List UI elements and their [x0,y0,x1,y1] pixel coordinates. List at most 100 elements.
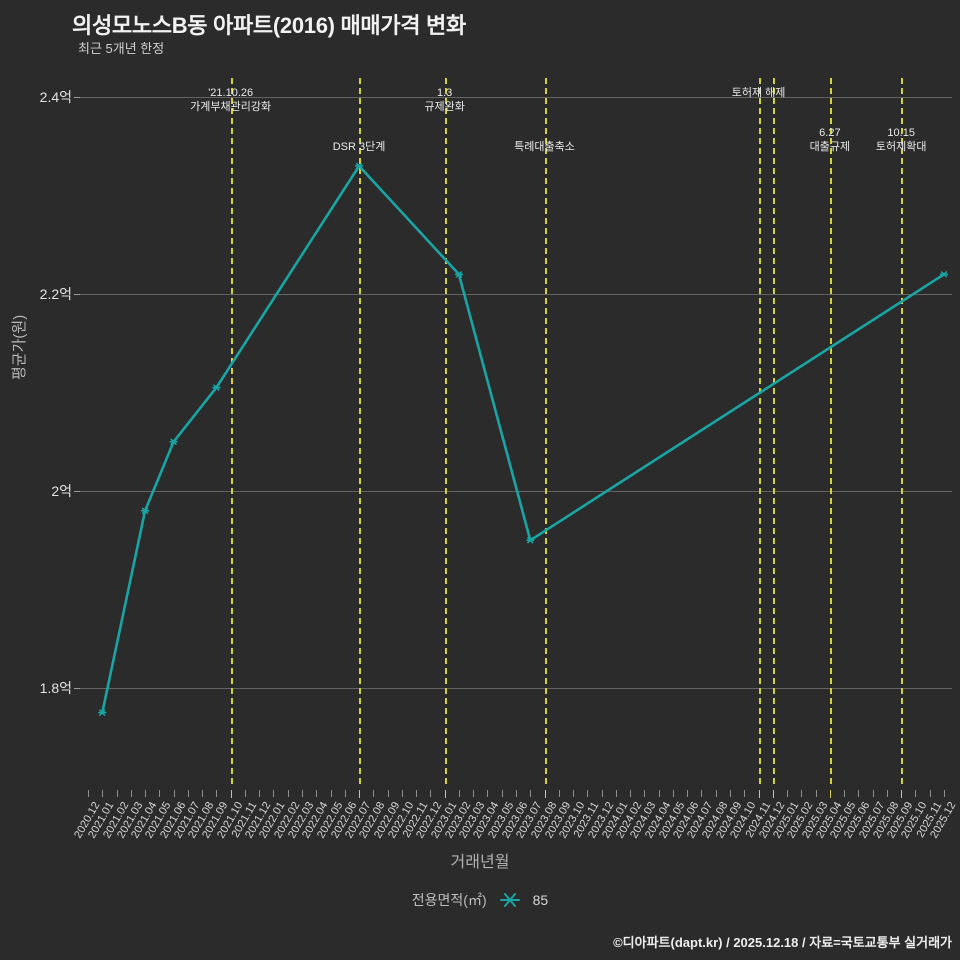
x-tick-mark [530,790,532,797]
event-name: 토허제확대 [875,141,927,153]
x-tick-mark [145,790,147,797]
event-annotation-label: 특례대출축소 [514,140,575,154]
x-tick-mark [758,790,760,798]
x-tick-mark [387,790,389,797]
x-tick-mark [487,790,489,797]
x-tick-mark [216,790,218,797]
star-marker-icon [454,271,464,278]
x-tick-mark [829,790,831,798]
legend-title: 전용면적(㎡) [411,892,487,908]
event-name: 특례대출축소 [514,141,575,153]
event-name: 가계부채관리강화 [190,101,272,113]
x-tick-mark [373,790,375,797]
x-tick-mark [558,790,560,797]
legend: 전용면적(㎡) 85 [0,890,960,910]
page-title: 의성모노스B동 아파트(2016) 매매가격 변화 [72,13,466,38]
x-tick-mark [173,790,175,797]
event-marker-line [230,78,233,784]
event-date: 1.3 [437,87,453,99]
event-annotation-label: 10.15 토허제확대 [876,126,927,154]
event-marker-line [829,78,832,784]
plot-area: 2.4억 2.2억 2억 1.8억 '21.10.26 가계부채관리강화 DSR 3단계 1.… [40,78,958,840]
x-tick-mark [772,790,774,798]
x-tick-mark [815,790,817,797]
y-axis-title: 평균가(원) [11,314,28,380]
x-tick-mark [273,790,275,797]
star-marker-icon [354,162,364,170]
event-date: 10.15 [887,127,915,139]
event-marker-line [544,78,547,784]
star-marker-icon [140,507,150,514]
x-tick-mark [915,790,917,797]
event-marker-line [359,78,362,784]
x-tick-mark [330,790,332,797]
x-tick-mark [744,790,746,797]
x-tick-mark [844,790,846,797]
x-tick-mark [102,790,104,797]
x-tick-mark [901,790,903,798]
x-tick-mark [202,790,204,797]
y-gridline [80,688,952,689]
y-gridline [80,294,952,295]
y-tick-mark [74,294,80,295]
event-annotation-label: DSR 3단계 [333,140,386,154]
x-tick-mark [730,790,731,797]
x-tick-mark [929,790,931,797]
star-marker-icon [98,709,107,716]
series-line-85 [101,164,945,713]
x-tick-mark [244,790,246,797]
x-tick-mark [701,790,703,797]
star-marker-icon [212,384,221,391]
x-tick-mark [801,790,803,797]
event-date: '21.10.26 [208,87,254,99]
event-name: 토허제 해제 [731,87,786,99]
event-annotation-label: 6.27 대출규제 [810,126,850,154]
x-tick-mark [587,790,589,797]
y-tick-label: 1.8억 [39,680,72,696]
y-tick-label: 2.2억 [39,286,72,302]
x-tick-mark [287,790,289,797]
y-tick-mark [74,491,80,492]
x-tick-mark [302,790,303,797]
x-tick-mark [159,790,161,797]
event-name: 규제완화 [424,101,465,113]
event-annotation-label: '21.10.26 가계부채관리강화 [190,86,271,114]
x-tick-mark [601,790,603,797]
event-name: DSR 3단계 [332,141,386,153]
x-tick-mark [316,790,318,797]
star-marker-icon [939,271,949,278]
legend-entry-85: 85 [532,892,549,908]
x-tick-mark [230,790,232,798]
x-axis-title: 거래년월 [450,854,510,871]
x-tick-mark [672,790,674,797]
x-tick-mark [787,790,789,797]
x-tick-mark [687,790,689,797]
x-tick-mark [259,790,261,797]
event-marker-line [901,78,904,784]
event-annotation-label: 토허제 해제 [732,86,786,100]
x-tick-mark [516,790,517,797]
x-tick-mark [630,790,632,797]
event-name: 대출규제 [809,141,851,153]
x-tick-mark [473,790,475,797]
x-tick-mark [187,790,189,797]
event-date: 6.27 [819,127,841,139]
x-tick-mark [401,790,403,797]
x-tick-mark [715,790,717,797]
x-tick-mark [359,790,361,798]
star-marker-icon [499,893,520,907]
x-tick-mark [886,790,888,797]
star-marker-icon [169,438,178,445]
star-marker-icon [526,537,535,544]
event-annotation-label: 1.3 규제완화 [424,86,464,114]
event-marker-line [772,78,775,784]
chart-subtitle: 최근 5개년 한정 [78,41,165,56]
x-tick-mark [644,790,646,797]
x-tick-mark [573,790,575,797]
x-tick-mark [444,790,446,798]
x-tick-mark [88,790,89,797]
x-tick-mark [858,790,860,797]
x-tick-mark [544,790,546,798]
footer-credit: ©디아파트(dapt.kr) / 2025.12.18 / 자료=국토교통부 실… [613,935,952,950]
